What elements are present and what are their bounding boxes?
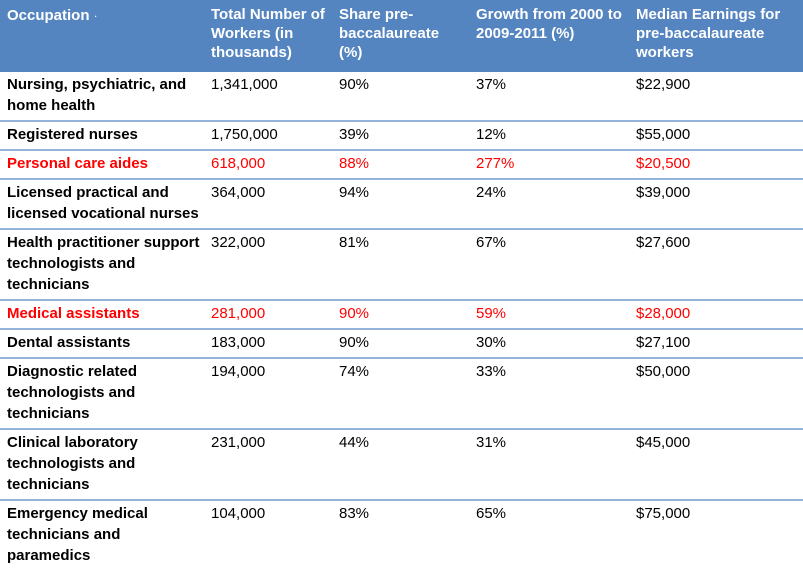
share-cell: 44%	[335, 429, 472, 501]
share-cell: 39%	[335, 121, 472, 151]
header-row: Occupation. Total Number of Workers (in …	[0, 0, 803, 72]
share-cell: 81%	[335, 229, 472, 301]
column-header-occupation-label: Occupation	[7, 7, 90, 24]
growth-cell: 277%	[472, 150, 632, 180]
column-header-median-earnings: Median Earnings for pre-baccalaureate wo…	[632, 0, 803, 72]
workers-cell: 104,000	[211, 505, 266, 522]
table-header: Occupation. Total Number of Workers (in …	[0, 0, 803, 72]
earnings-cell: $75,000	[636, 505, 691, 522]
growth-cell: 30%	[472, 329, 632, 359]
earnings-cell: $55,000	[632, 121, 803, 151]
workers-cell: 281,000	[207, 300, 335, 330]
growth-cell: 24%	[472, 179, 632, 230]
earnings-cell: $27,600	[632, 229, 803, 301]
share-cell: 94%	[335, 179, 472, 230]
occupation-cell: Dental assistants	[0, 329, 207, 359]
earnings-cell: $20,500	[632, 150, 803, 180]
occupation-cell: Emergency medical technicians and parame…	[7, 505, 148, 564]
occupation-note-dot: .	[94, 10, 97, 19]
share-cell: 83%	[339, 505, 370, 522]
table-row: Medical assistants 281,000 90% 59% $28,0…	[0, 300, 803, 330]
occupation-cell: Medical assistants	[0, 300, 207, 330]
growth-cell: 59%	[472, 300, 632, 330]
earnings-cell: $45,000	[632, 429, 803, 501]
table-row: Registered nurses 1,750,000 39% 12% $55,…	[0, 121, 803, 151]
share-cell: 74%	[335, 358, 472, 430]
earnings-cell: $28,000	[632, 300, 803, 330]
share-cell: 90%	[335, 72, 472, 122]
workers-cell: 194,000	[207, 358, 335, 430]
share-cell: 90%	[335, 300, 472, 330]
column-header-growth: Growth from 2000 to 2009-2011 (%)	[472, 0, 632, 72]
occupation-cell: Diagnostic related technologists and tec…	[0, 358, 207, 430]
table-row: Personal care aides 618,000 88% 277% $20…	[0, 150, 803, 180]
earnings-cell: $50,000	[632, 358, 803, 430]
earnings-cell: $27,100	[632, 329, 803, 359]
occupation-cell: Clinical laboratory technologists and te…	[0, 429, 207, 501]
column-header-occupation: Occupation.	[0, 0, 207, 72]
occupation-cell: Personal care aides	[0, 150, 207, 180]
growth-cell: 67%	[472, 229, 632, 301]
workers-cell: 1,750,000	[207, 121, 335, 151]
table-row: Diagnostic related technologists and tec…	[0, 358, 803, 430]
growth-cell: 33%	[472, 358, 632, 430]
growth-cell: 65%	[476, 505, 507, 522]
occupation-cell: Licensed practical and licensed vocation…	[0, 179, 207, 230]
occupation-cell: Registered nurses	[0, 121, 207, 151]
workers-cell: 618,000	[207, 150, 335, 180]
earnings-cell: $22,900	[632, 72, 803, 122]
table-row: Licensed practical and licensed vocation…	[0, 179, 803, 230]
workers-cell: 183,000	[207, 329, 335, 359]
table-row: Clinical laboratory technologists and te…	[0, 429, 803, 501]
table-row: Health practitioner support technologist…	[0, 229, 803, 301]
occupation-cell: Health practitioner support technologist…	[0, 229, 207, 301]
table-body: Nursing, psychiatric, and home health 1,…	[0, 72, 803, 570]
share-cell: 90%	[335, 329, 472, 359]
occupation-cell: Nursing, psychiatric, and home health	[0, 72, 207, 122]
growth-cell: 31%	[472, 429, 632, 501]
table-row: Nursing, psychiatric, and home health 1,…	[0, 72, 803, 122]
table-row: Dental assistants 183,000 90% 30% $27,10…	[0, 329, 803, 359]
growth-cell: 37%	[472, 72, 632, 122]
workers-cell: 1,341,000	[207, 72, 335, 122]
column-header-share-pre-baccalaureate: Share pre-baccalaureate (%)	[335, 0, 472, 72]
column-header-total-workers: Total Number of Workers (in thousands)	[207, 0, 335, 72]
workers-cell: 322,000	[207, 229, 335, 301]
share-cell: 88%	[335, 150, 472, 180]
table-row: Emergency medical technicians and parame…	[0, 500, 803, 570]
workers-cell: 364,000	[207, 179, 335, 230]
workers-cell: 231,000	[207, 429, 335, 501]
earnings-cell: $39,000	[632, 179, 803, 230]
growth-cell: 12%	[472, 121, 632, 151]
